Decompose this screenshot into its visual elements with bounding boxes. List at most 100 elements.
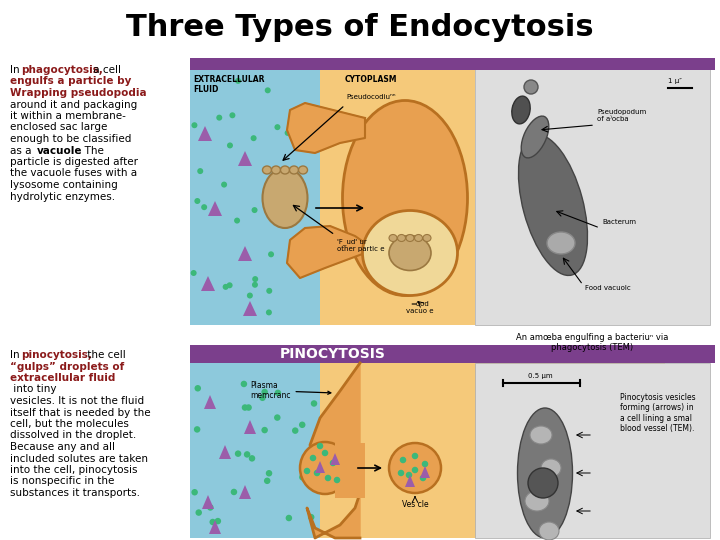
Text: included solutes are taken: included solutes are taken xyxy=(10,454,148,463)
Text: PINOCYTOSIS: PINOCYTOSIS xyxy=(279,347,385,361)
Ellipse shape xyxy=(299,166,307,174)
Ellipse shape xyxy=(265,87,271,93)
Ellipse shape xyxy=(227,143,233,148)
Text: phagocytosis,: phagocytosis, xyxy=(21,65,103,75)
Ellipse shape xyxy=(244,451,251,458)
Ellipse shape xyxy=(271,166,281,174)
Ellipse shape xyxy=(311,400,318,407)
Polygon shape xyxy=(238,246,252,261)
Ellipse shape xyxy=(312,264,318,269)
Ellipse shape xyxy=(263,168,307,228)
Ellipse shape xyxy=(397,234,405,241)
Ellipse shape xyxy=(251,207,258,213)
Text: into the cell, pinocytosis: into the cell, pinocytosis xyxy=(10,465,138,475)
Ellipse shape xyxy=(317,443,323,449)
Text: lysosome containing: lysosome containing xyxy=(10,180,118,190)
Ellipse shape xyxy=(274,124,280,130)
Text: the vacuole fuses with a: the vacuole fuses with a xyxy=(10,168,137,179)
Text: 0.5 μm: 0.5 μm xyxy=(528,373,552,379)
Ellipse shape xyxy=(263,166,271,174)
Ellipse shape xyxy=(222,284,229,290)
Polygon shape xyxy=(238,151,252,166)
Ellipse shape xyxy=(191,270,197,276)
Text: EXTRACELLULAR
FLUID: EXTRACELLULAR FLUID xyxy=(193,75,264,94)
Ellipse shape xyxy=(539,522,559,540)
Bar xyxy=(190,70,475,325)
Polygon shape xyxy=(307,363,360,538)
Text: =ood
vacuo e: =ood vacuo e xyxy=(406,301,433,314)
Ellipse shape xyxy=(234,218,240,224)
Ellipse shape xyxy=(235,78,241,84)
Ellipse shape xyxy=(261,389,268,395)
Polygon shape xyxy=(208,201,222,216)
Text: hydrolytic enzymes.: hydrolytic enzymes. xyxy=(10,192,115,201)
Text: substances it transports.: substances it transports. xyxy=(10,488,140,498)
Bar xyxy=(190,58,715,70)
Bar xyxy=(335,443,365,498)
Ellipse shape xyxy=(420,475,426,481)
Polygon shape xyxy=(330,453,340,465)
Polygon shape xyxy=(209,520,221,534)
Ellipse shape xyxy=(518,134,588,275)
Text: pinocytosis,: pinocytosis, xyxy=(21,350,92,360)
Ellipse shape xyxy=(286,515,292,521)
Ellipse shape xyxy=(406,472,413,478)
Ellipse shape xyxy=(267,198,273,204)
Ellipse shape xyxy=(530,426,552,444)
Ellipse shape xyxy=(192,122,197,128)
Text: is nonspecific in the: is nonspecific in the xyxy=(10,476,114,487)
Ellipse shape xyxy=(322,450,328,456)
Ellipse shape xyxy=(312,462,319,469)
Ellipse shape xyxy=(194,198,200,204)
Ellipse shape xyxy=(266,288,272,294)
Ellipse shape xyxy=(215,518,221,524)
Text: In: In xyxy=(10,350,23,360)
Ellipse shape xyxy=(274,414,281,421)
Text: a cell: a cell xyxy=(90,65,121,75)
Ellipse shape xyxy=(210,519,216,525)
Text: vesicles. It is not the fluid: vesicles. It is not the fluid xyxy=(10,396,144,406)
Ellipse shape xyxy=(252,282,258,288)
Ellipse shape xyxy=(287,187,293,193)
Ellipse shape xyxy=(412,467,418,473)
Ellipse shape xyxy=(266,470,272,476)
Ellipse shape xyxy=(268,251,274,258)
Bar xyxy=(320,363,475,538)
Ellipse shape xyxy=(389,235,431,271)
Text: . The: . The xyxy=(78,145,104,156)
Text: extracellular fluid: extracellular fluid xyxy=(10,373,115,383)
Ellipse shape xyxy=(247,293,253,299)
Ellipse shape xyxy=(300,442,350,494)
Polygon shape xyxy=(243,301,257,316)
Ellipse shape xyxy=(259,395,266,401)
Ellipse shape xyxy=(423,234,431,241)
Ellipse shape xyxy=(235,450,241,457)
Bar xyxy=(475,363,710,538)
Ellipse shape xyxy=(308,514,315,521)
Polygon shape xyxy=(405,475,415,487)
Text: enclosed sac large: enclosed sac large xyxy=(10,123,107,132)
Ellipse shape xyxy=(292,427,299,434)
Ellipse shape xyxy=(230,489,237,495)
Ellipse shape xyxy=(406,234,414,241)
Ellipse shape xyxy=(334,477,341,483)
Ellipse shape xyxy=(240,381,247,387)
Ellipse shape xyxy=(389,234,397,241)
Ellipse shape xyxy=(221,181,227,187)
Ellipse shape xyxy=(304,468,310,474)
Text: 'F_ud' ur
other partic e: 'F_ud' ur other partic e xyxy=(337,238,384,252)
Ellipse shape xyxy=(525,491,549,511)
Text: enough to be classified: enough to be classified xyxy=(10,134,131,144)
Ellipse shape xyxy=(310,455,316,461)
Ellipse shape xyxy=(251,135,256,141)
Text: vacuole: vacuole xyxy=(37,145,83,156)
Text: into tiny: into tiny xyxy=(10,384,56,395)
Text: CYTOPLASM: CYTOPLASM xyxy=(345,75,397,84)
Ellipse shape xyxy=(422,461,428,467)
Ellipse shape xyxy=(362,211,457,295)
Bar xyxy=(475,58,710,325)
Ellipse shape xyxy=(521,116,549,158)
Ellipse shape xyxy=(292,113,297,119)
Ellipse shape xyxy=(242,404,248,411)
Text: itself that is needed by the: itself that is needed by the xyxy=(10,408,150,417)
